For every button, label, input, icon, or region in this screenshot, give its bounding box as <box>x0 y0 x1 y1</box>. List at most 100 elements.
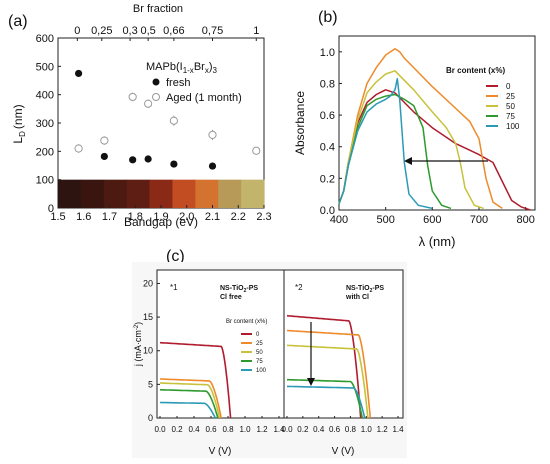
aged-point <box>100 136 109 145</box>
legend-label: 0 <box>256 332 260 338</box>
y-tick-label: 500 <box>36 61 54 73</box>
x-tick-label: 0.6 <box>205 425 217 434</box>
x-tick-label: 1.2 <box>256 425 268 434</box>
panel-b-ylabel: Absorbance <box>293 91 307 155</box>
x-tick-label: 1.8 <box>128 211 143 223</box>
panel-a-axis-ticks: 1.5 1.6 1.7 1.8 1.9 2.0 2.1 2.2 2.3 0 100 200 300 400… <box>36 33 272 223</box>
panel-c-arrow <box>307 322 315 386</box>
panel-a-points <box>74 69 261 170</box>
fresh-point <box>129 156 137 164</box>
aged-point <box>252 146 261 155</box>
y-tick-label: 0.0 <box>320 205 335 217</box>
x-tick-label: 0.0 <box>281 425 293 434</box>
y-tick-label: 0 <box>148 413 153 423</box>
panel-a-top-ticks: 0 0,25 0,3 0,5 0,66 0,75 1 <box>74 25 259 41</box>
x-tick-label: 1.5 <box>50 211 65 223</box>
jv-curve-1-50 <box>160 382 221 419</box>
x-tick-label: 1.7 <box>102 211 117 223</box>
y-tick-label: 200 <box>36 146 54 158</box>
panel-c-right-xlabel: V (V) <box>332 446 355 457</box>
legend-label-fresh: fresh <box>166 77 190 89</box>
legend-label: 75 <box>256 359 263 365</box>
film-swatch <box>58 179 82 208</box>
top-tick-label: 0,75 <box>202 25 223 37</box>
legend-label: 50 <box>506 102 515 111</box>
top-tick-label: 1 <box>253 25 259 37</box>
x-tick-label: 2.2 <box>231 211 246 223</box>
x-tick-label: 1.9 <box>153 211 168 223</box>
top-tick-label: 0,66 <box>163 25 184 37</box>
jv-curve-2-0 <box>286 314 362 419</box>
aged-point <box>144 99 153 108</box>
legend-label: 0 <box>506 82 511 91</box>
fresh-point <box>170 160 178 168</box>
jv-curve-2-25 <box>286 329 372 419</box>
x-tick-label: 0.8 <box>222 425 234 434</box>
film-swatch <box>241 179 265 208</box>
y-tick-label: 20 <box>143 278 153 288</box>
panel-c-legend-title: Br content (x%) <box>226 319 267 325</box>
aged-point <box>128 92 137 102</box>
x-tick-label: 1.6 <box>76 211 91 223</box>
legend-marker-fresh <box>152 78 160 86</box>
x-tick-label: 2.3 <box>256 211 271 223</box>
panel-c: (c) 0.0 0.2 0.4 0.6 0.8 1.0 1.2 1.40.0 0.2 0.4 0.6… <box>132 248 407 458</box>
absorbance-line-0 <box>338 89 531 211</box>
panel-b-lines <box>338 47 531 211</box>
film-swatch <box>195 179 219 208</box>
film-swatch <box>218 179 242 208</box>
y-tick-label: 0.2 <box>320 173 335 185</box>
x-tick-label: 1.4 <box>273 425 285 434</box>
film-swatch <box>80 179 105 208</box>
x-tick-label: 1.2 <box>377 425 389 434</box>
y-tick-label: 0 <box>48 203 54 215</box>
panel-b-plot-frame <box>338 35 536 211</box>
panel-c-right-frame <box>283 269 404 419</box>
panel-c-right-tag: *2 <box>295 283 303 292</box>
x-tick-label: 0.4 <box>188 425 200 434</box>
y-tick-label: 15 <box>143 312 153 322</box>
fresh-point <box>144 155 152 163</box>
panel-c-left-condition: Cl free <box>220 294 242 301</box>
y-tick-label: 100 <box>36 175 54 187</box>
jv-curve-1-75 <box>159 388 219 419</box>
panel-c-arrow-head <box>307 378 315 386</box>
y-tick-label: 400 <box>36 90 54 102</box>
legend-label: 50 <box>256 350 263 356</box>
panel-c-right-condition: with Cl <box>345 294 369 301</box>
panel-c-left-sample: NS-TiO2-PS <box>220 285 258 294</box>
y-tick-label: 300 <box>36 118 54 130</box>
y-tick-label: 0.4 <box>320 142 335 154</box>
x-tick-label: 2.0 <box>179 211 194 223</box>
x-tick-label: 800 <box>516 214 534 226</box>
x-tick-label: 0.6 <box>329 425 341 434</box>
jv-curve-2-100 <box>287 385 366 419</box>
top-tick-label: 0 <box>74 25 80 37</box>
panel-a-top-axis-label: Br fraction <box>133 3 183 15</box>
x-tick-label: 700 <box>470 214 488 226</box>
jv-curve-1-100 <box>160 401 217 419</box>
x-tick-label: 400 <box>330 214 348 226</box>
panel-b-xlabel: λ (nm) <box>419 234 456 249</box>
x-tick-label: 0.2 <box>297 425 309 434</box>
panel-c-ylabel: j (mA·cm-2) <box>133 322 143 367</box>
absorbance-line-75 <box>338 93 452 210</box>
x-tick-label: 1.0 <box>361 425 373 434</box>
jv-curve-1-0 <box>160 341 232 419</box>
absorbance-line-25 <box>338 47 503 210</box>
panel-c-left-tag: *1 <box>170 283 178 292</box>
x-tick-label: 2.1 <box>205 211 220 223</box>
fresh-point <box>208 162 217 170</box>
panel-c-right-sample: NS-TiO2-PS <box>346 285 384 294</box>
film-swatch <box>149 179 174 208</box>
panel-c-legend: 0 25 50 75 100 <box>241 332 267 374</box>
film-swatch <box>103 179 128 208</box>
panel-a: (a) Br fraction 0 0,25 0,3 0,5 0,66 0,75 1 1.5… <box>8 3 272 229</box>
legend-label: 25 <box>506 92 515 101</box>
y-tick-label: 10 <box>143 346 153 356</box>
panel-c-left-xlabel: V (V) <box>209 446 232 457</box>
panel-b-legend-title: Br content (x%) <box>446 66 505 75</box>
